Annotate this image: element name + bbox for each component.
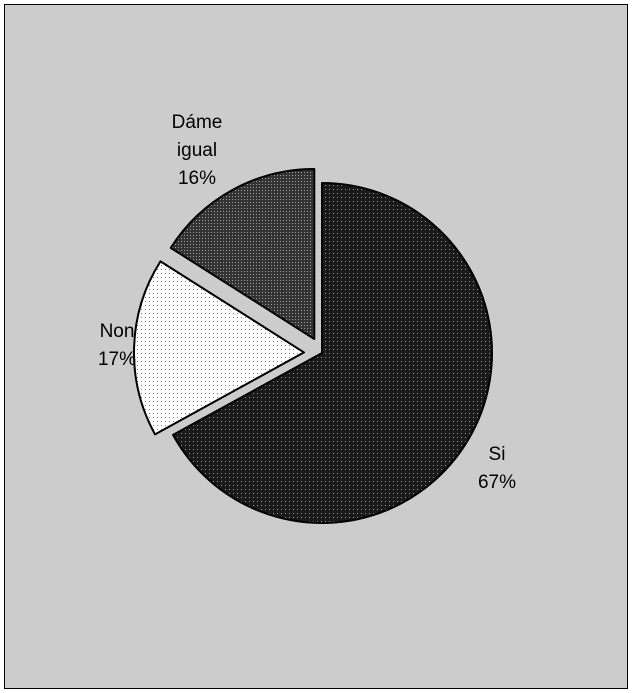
pie-label-line: 17% xyxy=(98,349,136,370)
chart-background xyxy=(4,4,628,689)
pie-label-line: Non xyxy=(100,321,135,342)
pie-labels: Si 67% Non 17% Dáme igual 16% xyxy=(98,112,516,493)
pie-label-line: Dáme xyxy=(172,112,223,133)
pie-slices xyxy=(133,167,493,524)
pie-label-dáme-igual: Dáme igual 16% xyxy=(172,112,223,189)
pie-slice-si xyxy=(172,182,493,524)
pie-label-si: Si 67% xyxy=(478,444,516,493)
pie-label-line: Si xyxy=(489,444,506,465)
pie-label-non: Non 17% xyxy=(98,321,136,370)
pie-slice-dáme-igual xyxy=(169,167,316,340)
pie-slice-non xyxy=(133,260,306,436)
pie-label-line: 67% xyxy=(478,472,516,493)
pie-label-line: 16% xyxy=(178,168,216,189)
pie-label-line: igual xyxy=(177,140,217,161)
